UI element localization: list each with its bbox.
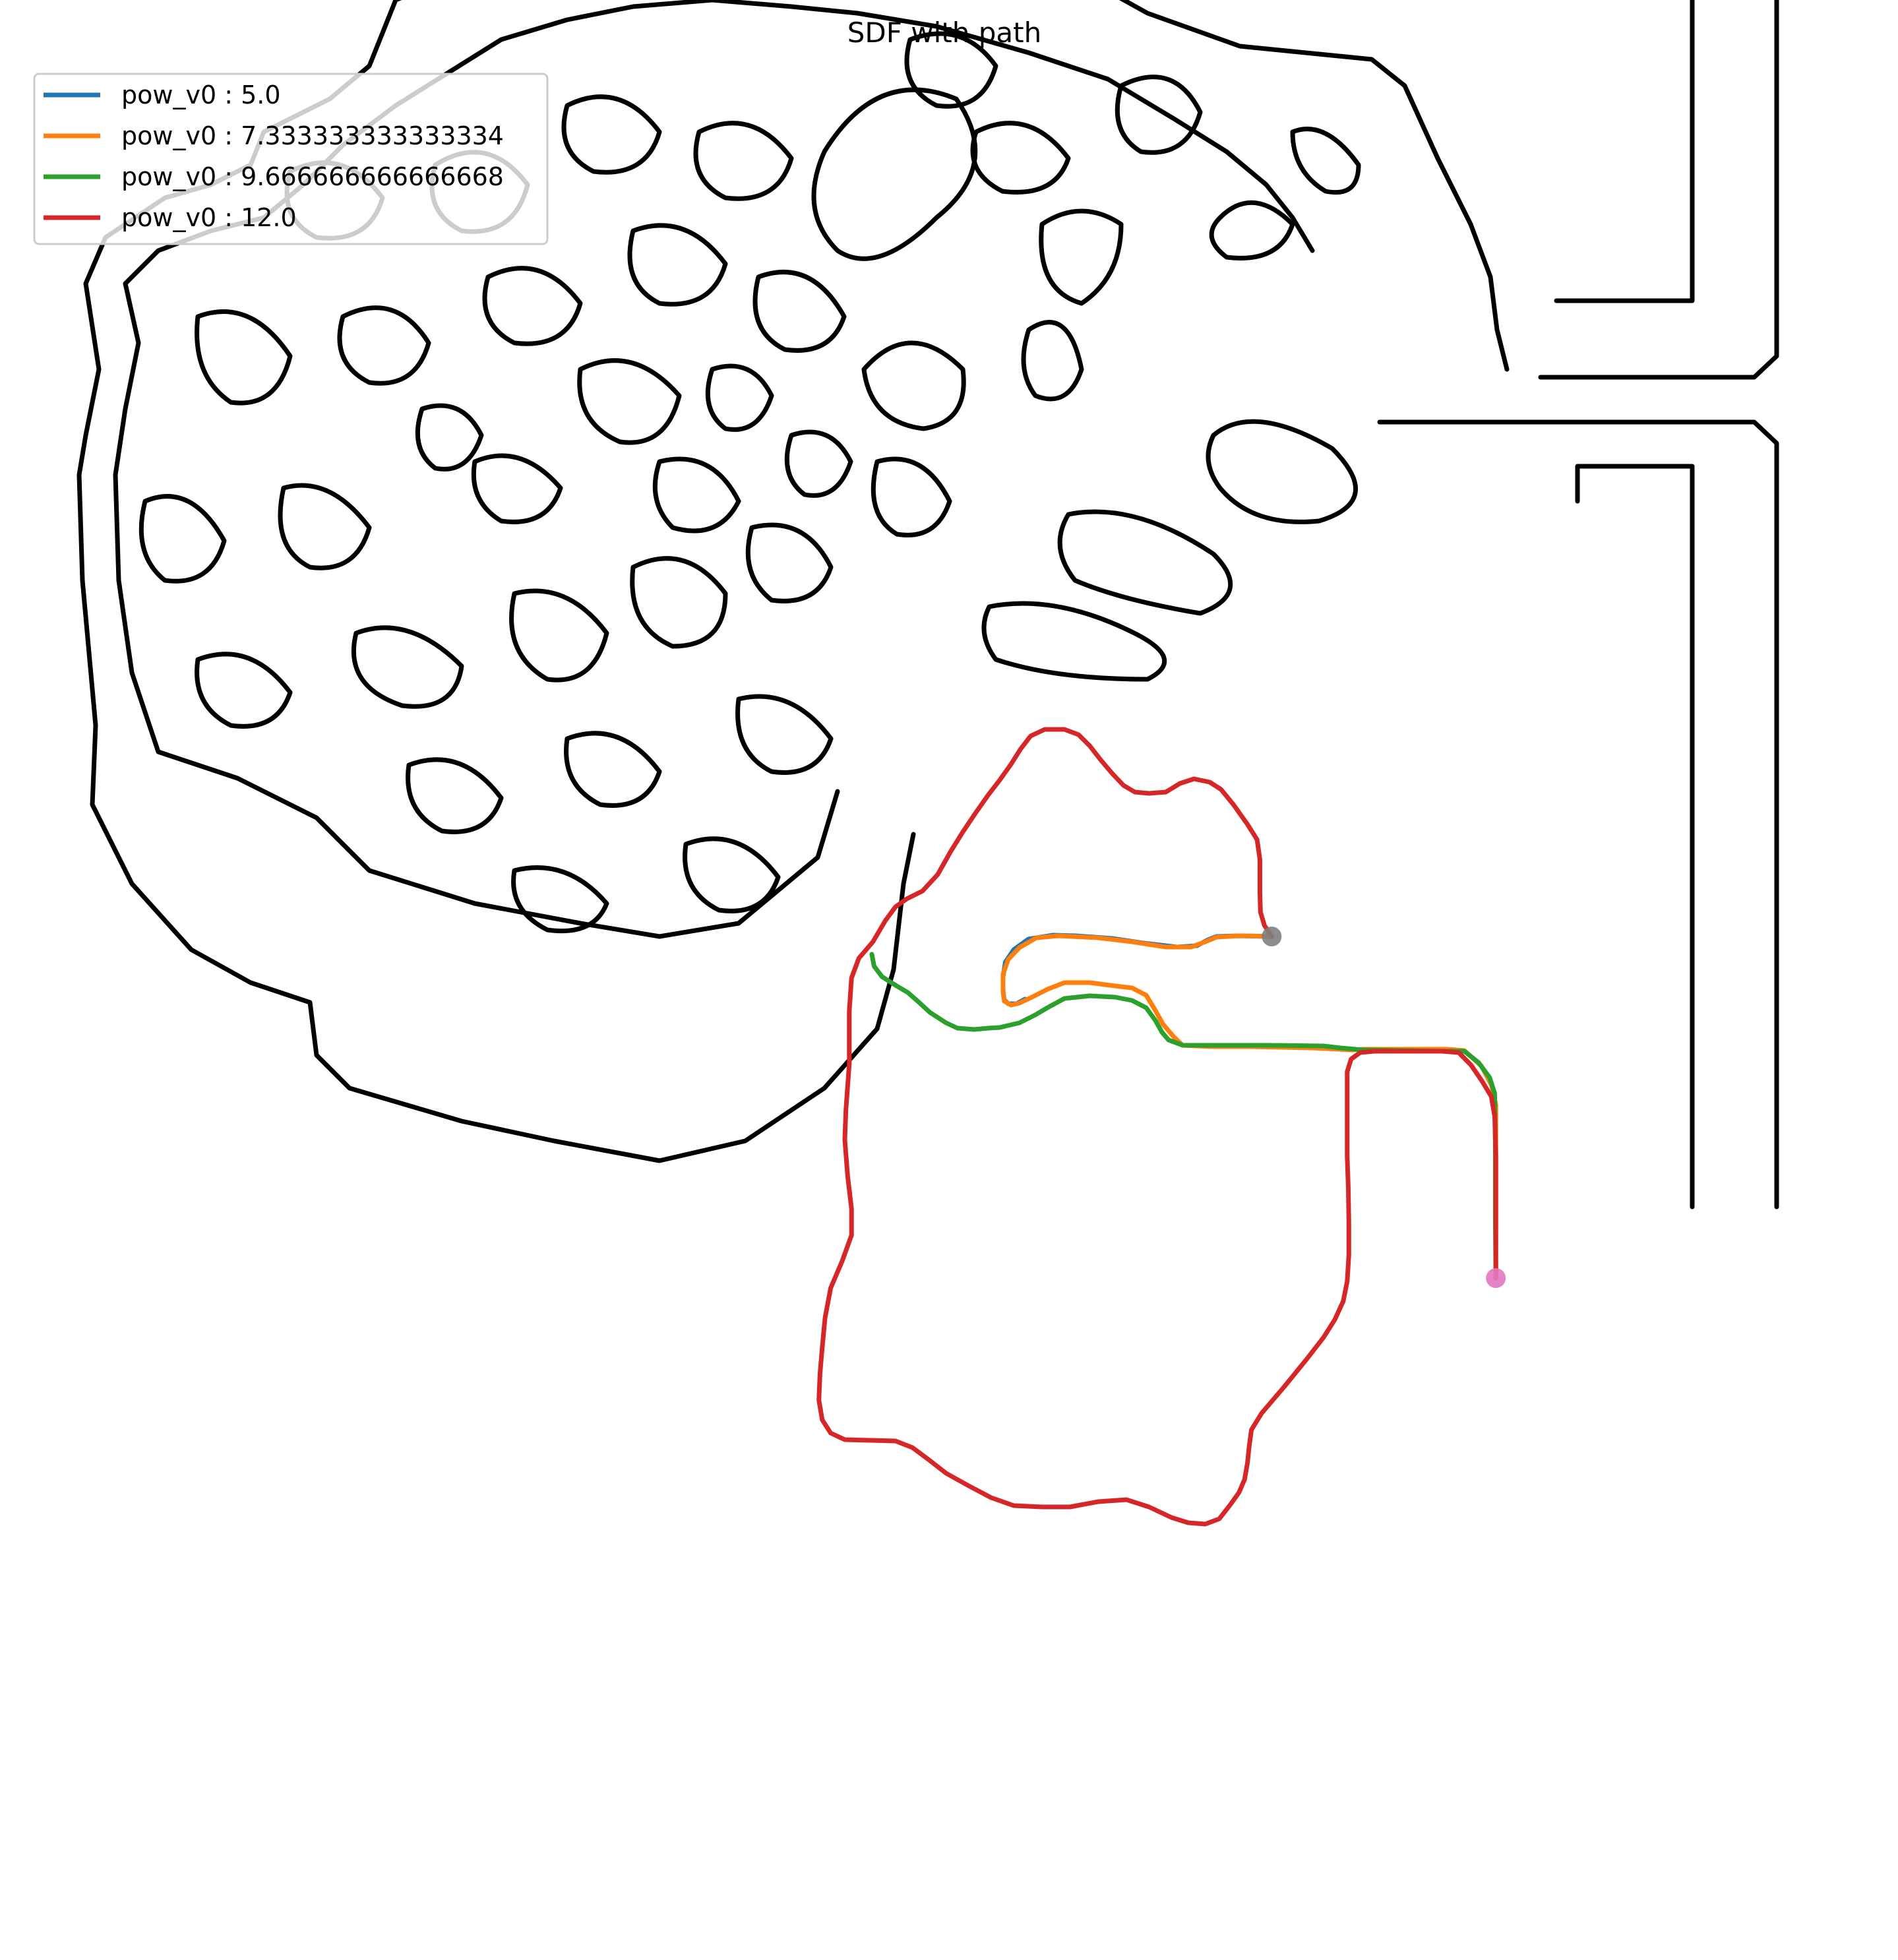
corridor-wall — [1377, 419, 1779, 1210]
maze-cell — [683, 836, 781, 913]
maze-cell — [652, 456, 741, 534]
maze-cell — [195, 652, 293, 729]
marker-goal — [1486, 1268, 1506, 1288]
maze-cell — [904, 31, 998, 109]
maze-cell — [981, 601, 1167, 682]
maze-cell — [561, 94, 662, 175]
series-layer — [816, 727, 1498, 1527]
maze-cell — [693, 121, 794, 201]
legend: pow_v0 : 5.0 pow_v0 : 7.333333333333334 po… — [33, 73, 549, 245]
marker-layer — [1262, 927, 1506, 1288]
legend-items: pow_v0 : 5.0 pow_v0 : 7.333333333333334 po… — [44, 80, 504, 232]
maze-cell — [406, 757, 504, 834]
maze-cell — [509, 588, 609, 683]
maze-cell — [784, 429, 853, 498]
maze-cell — [871, 456, 952, 537]
maze-cell — [577, 358, 682, 445]
maze-cell — [351, 625, 464, 709]
maze-cell — [564, 731, 662, 808]
maze-cell — [745, 522, 834, 603]
legend-label-2: pow_v0 : 9.666666666666668 — [121, 162, 504, 191]
maze-cell — [415, 403, 484, 472]
legend-frame — [33, 73, 549, 245]
maze-cell — [337, 305, 431, 386]
legend-label-0: pow_v0 : 5.0 — [121, 80, 281, 109]
maze-cell — [627, 223, 728, 307]
corridor-wall — [1554, 0, 1695, 303]
corridor-wall — [1538, 0, 1779, 380]
maze-cell — [482, 266, 583, 346]
maze-cell — [195, 309, 293, 406]
maze-cell — [1039, 208, 1124, 306]
legend-label-1: pow_v0 : 7.333333333333334 — [121, 121, 504, 150]
maze-cell — [811, 87, 978, 261]
maze-cell — [1290, 127, 1361, 195]
maze-cell — [1206, 419, 1359, 524]
marker-start — [1262, 927, 1282, 946]
series-line-2 — [869, 952, 1498, 1281]
maze-cell — [1209, 200, 1295, 260]
maze-cell — [1021, 320, 1084, 402]
legend-label-3: pow_v0 : 12.0 — [121, 203, 297, 232]
maze-cell — [970, 121, 1071, 195]
maze-cell — [705, 363, 774, 432]
maze-cell — [752, 270, 847, 353]
corridor-wall — [1575, 464, 1695, 1210]
maze-cell — [1057, 509, 1233, 616]
maze-cell — [511, 865, 609, 934]
maze-cell — [278, 483, 372, 570]
maze-cell — [1115, 75, 1203, 155]
maze-cell — [735, 694, 834, 775]
maze-cell — [471, 453, 563, 524]
maze-cell — [861, 340, 966, 431]
maze-cell — [138, 494, 227, 584]
series-line-3 — [816, 727, 1498, 1527]
maze-cell — [630, 556, 728, 649]
